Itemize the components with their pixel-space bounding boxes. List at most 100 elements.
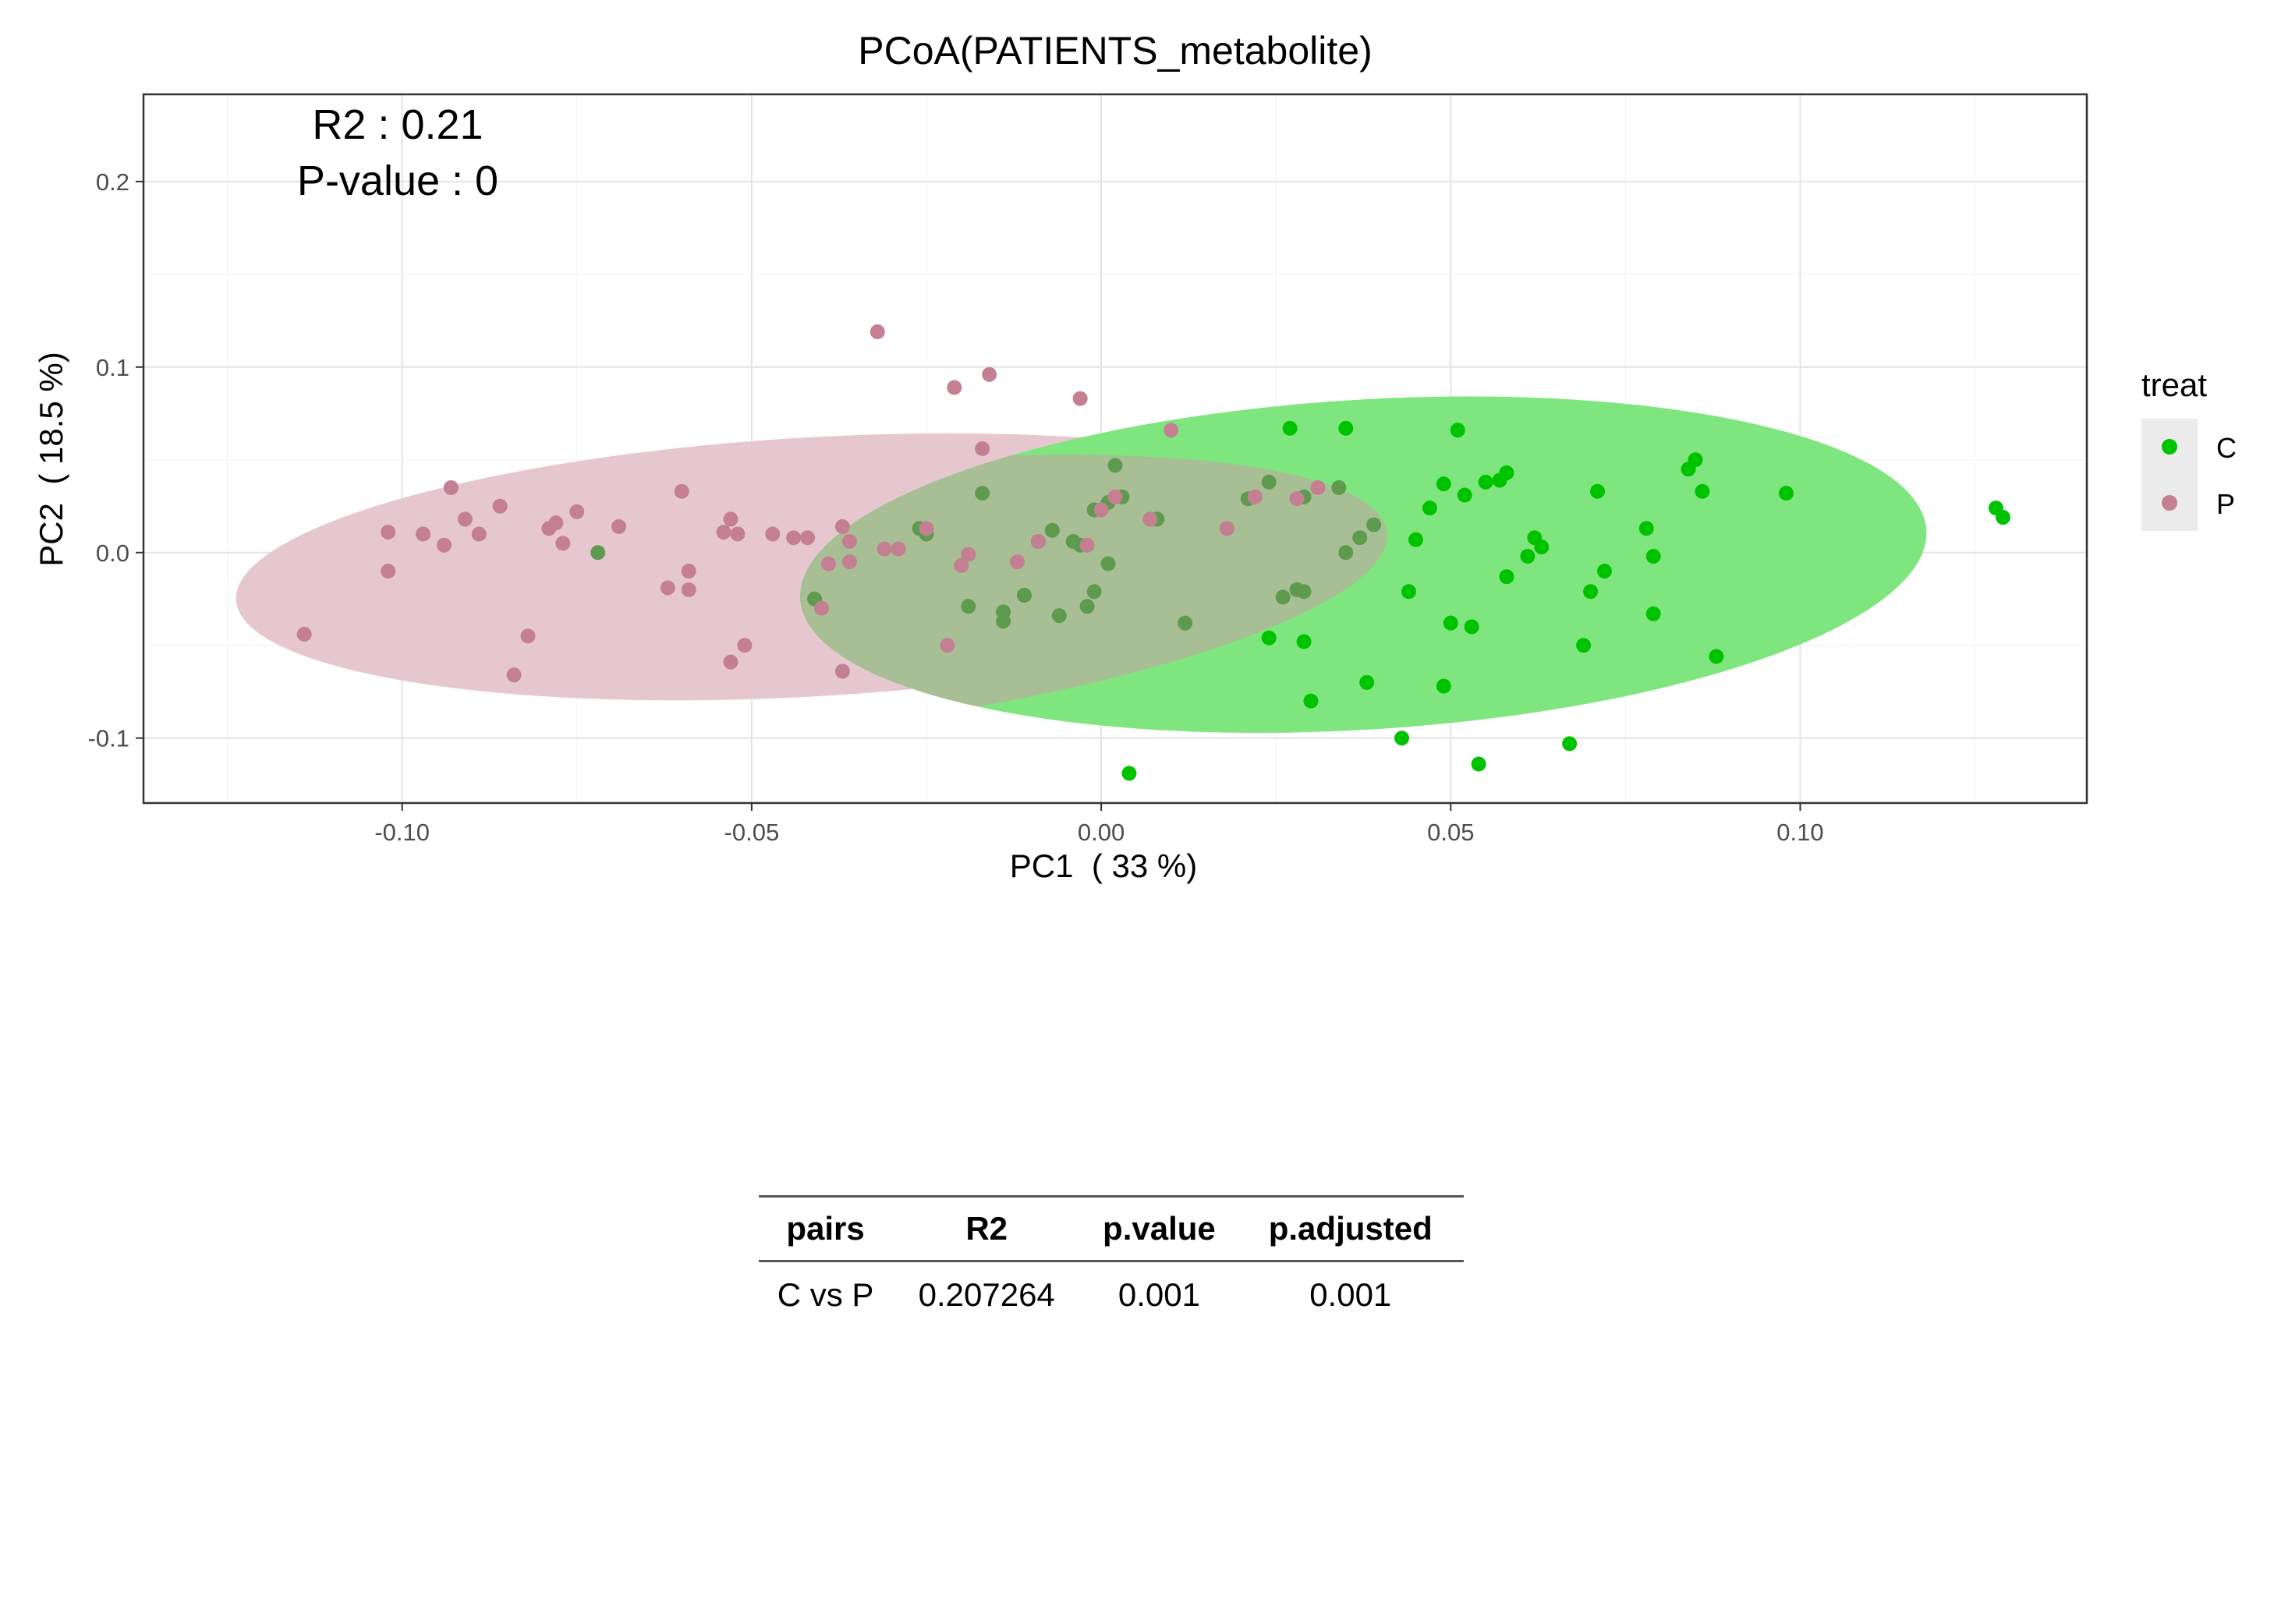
data-point-p [381, 564, 396, 579]
chart-title: PCoA(PATIENTS_metabolite) [858, 29, 1372, 73]
data-point-c [996, 614, 1011, 629]
table-cell-pvalue: 0.001 [1118, 1276, 1200, 1313]
y-tick-label: 0.0 [96, 540, 129, 567]
table-header-r2: R2 [892, 1195, 1082, 1262]
data-point-c [1436, 678, 1451, 694]
data-point-c [590, 545, 606, 561]
data-point-p [1079, 537, 1095, 553]
data-point-c [1016, 587, 1032, 603]
table-cell-padjusted: 0.001 [1309, 1276, 1392, 1313]
data-point-c [1079, 599, 1095, 614]
pvalue-annotation: P-value : 0 [297, 157, 498, 204]
data-point-c [1121, 766, 1137, 781]
data-point-c [1562, 736, 1578, 752]
data-point-p [961, 547, 976, 562]
data-point-c [1457, 487, 1472, 503]
legend-key-c [2162, 439, 2177, 455]
data-point-p [877, 541, 892, 557]
data-point-p [569, 504, 585, 519]
legend-key-background [2141, 419, 2198, 531]
y-tick-label: -0.1 [88, 725, 129, 752]
data-point-c [1359, 674, 1375, 690]
data-point-c [1688, 452, 1703, 468]
data-point-c [1044, 522, 1060, 538]
x-tick-label: 0.00 [1078, 819, 1125, 846]
data-point-p [520, 628, 536, 644]
legend: treat C P [2141, 366, 2237, 531]
legend-label-p: P [2216, 488, 2235, 520]
data-point-c [1645, 549, 1661, 564]
data-point-p [492, 498, 508, 514]
table-header-padjusted: p.adjusted [1237, 1195, 1464, 1262]
data-point-p [457, 511, 473, 527]
data-point-c [961, 599, 976, 614]
data-point-p [765, 526, 781, 542]
data-point-c [1645, 606, 1661, 621]
data-point-p [947, 380, 962, 395]
table-header-pairs: pairs [759, 1195, 893, 1262]
axes: -0.10 -0.05 0.00 0.05 0.10 -0.1 0.0 0.1 0.2 [88, 168, 1824, 846]
panel-border [142, 93, 2088, 805]
data-point-p [1030, 533, 1046, 549]
data-point-c [1366, 517, 1382, 532]
y-tick-label: 0.2 [96, 168, 129, 196]
data-point-c [1275, 589, 1291, 605]
data-point-p [1010, 554, 1025, 570]
data-point-p [1247, 489, 1263, 504]
table-header-pvalue: p.value [1081, 1195, 1238, 1262]
x-tick-label: 0.05 [1427, 819, 1474, 846]
data-point-c [1576, 638, 1592, 653]
data-point-c [1107, 458, 1123, 473]
data-point-c [1590, 483, 1606, 499]
data-point-c [1499, 569, 1514, 585]
data-point-p [1107, 489, 1123, 504]
data-point-p [820, 556, 836, 571]
data-point-p [1164, 423, 1179, 438]
data-point-c [1178, 615, 1193, 631]
data-point-p [296, 626, 312, 642]
data-point-p [940, 638, 955, 653]
data-point-c [1443, 615, 1458, 631]
legend-key-p [2162, 495, 2177, 511]
confidence-ellipses [236, 396, 1927, 733]
data-point-p [436, 537, 452, 553]
data-point-c [1296, 584, 1312, 600]
data-point-c [1534, 540, 1550, 555]
data-point-c [1422, 501, 1437, 516]
legend-title: treat [2141, 366, 2207, 403]
data-point-p [443, 479, 459, 495]
data-point-p [870, 324, 885, 340]
data-point-p [681, 582, 696, 597]
data-point-p [506, 667, 522, 683]
permanova-table: pairs R2 p.value p.adjusted C vs P 0.207… [759, 1195, 1464, 1328]
data-point-p [1310, 479, 1326, 495]
legend-label-c: C [2216, 432, 2237, 464]
data-point-p [716, 525, 731, 540]
data-point-p [834, 663, 850, 679]
data-point-c [1051, 608, 1067, 624]
table-row: C vs P 0.207264 0.001 0.001 [759, 1261, 1464, 1329]
data-point-p [919, 521, 934, 536]
data-point-p [681, 564, 696, 579]
data-point-c [1303, 693, 1319, 709]
data-point-p [674, 483, 689, 499]
data-point-p [834, 518, 850, 534]
data-point-c [1464, 619, 1479, 635]
data-point-p [1219, 521, 1234, 536]
data-point-p [730, 526, 746, 542]
data-point-p [841, 533, 857, 549]
data-point-c [975, 486, 990, 501]
data-point-c [1638, 521, 1654, 536]
y-tick-label: 0.1 [96, 354, 129, 381]
table-cell-r2: 0.207264 [918, 1276, 1055, 1313]
data-point-p [954, 557, 969, 573]
data-point-p [841, 554, 857, 570]
data-point-c [1520, 549, 1535, 564]
data-point-p [1093, 502, 1109, 518]
data-point-c [1394, 731, 1410, 746]
table-cell-pairs: C vs P [777, 1276, 874, 1313]
r2-annotation: R2 : 0.21 [312, 101, 483, 148]
x-tick-label: -0.05 [724, 819, 780, 846]
data-point-c [1331, 479, 1347, 495]
